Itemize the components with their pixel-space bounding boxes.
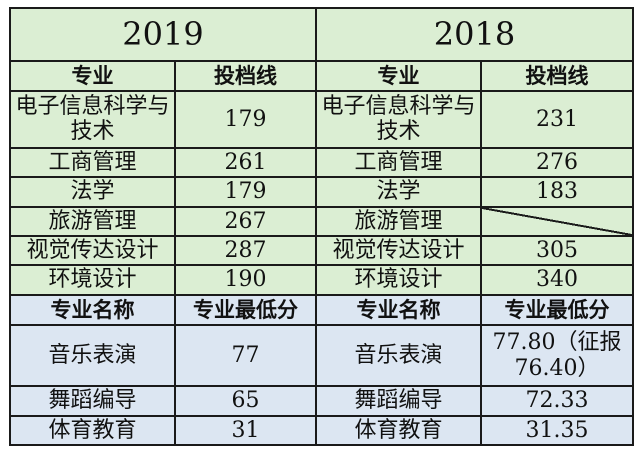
major-name-2018: 电子信息科学与技术	[315, 89, 482, 149]
year-header-row: 2019 2018	[9, 7, 634, 62]
score-2019: 65	[174, 385, 317, 417]
score-2018: 183	[480, 176, 634, 208]
score-2019: 267	[174, 205, 317, 237]
score-2018: 231	[480, 89, 634, 149]
admission-score-table: 2019 2018 专业 投档线 专业 投档线 电子信息科学与技术 179 电子…	[9, 7, 634, 446]
min-score-header-2019: 专业最低分	[174, 293, 317, 327]
major-name-2019: 舞蹈编导	[9, 385, 176, 417]
table-row: 环境设计 190 环境设计 340	[9, 264, 634, 296]
empty-score-diagonal	[480, 205, 634, 237]
major-name-2018: 环境设计	[315, 264, 482, 296]
major-name-2019: 体育教育	[9, 414, 176, 446]
major-name-2018: 舞蹈编导	[315, 385, 482, 417]
table-row: 工商管理 261 工商管理 276	[9, 146, 634, 179]
score-2019: 179	[174, 176, 317, 208]
table-row: 视觉传达设计 287 视觉传达设计 305	[9, 234, 634, 267]
table-row: 法学 179 法学 183	[9, 176, 634, 208]
score-2018: 340	[480, 264, 634, 296]
column-header-row: 专业 投档线 专业 投档线	[9, 59, 634, 92]
score-2019: 190	[174, 264, 317, 296]
column-header-row: 专业名称 专业最低分 专业名称 专业最低分	[9, 293, 634, 327]
table-row: 体育教育 31 体育教育 31.35	[9, 414, 634, 446]
major-name-2018: 法学	[315, 176, 482, 208]
score-2018: 31.35	[480, 414, 634, 446]
major-header-2019: 专业	[9, 59, 176, 92]
major-name-2018: 音乐表演	[315, 324, 482, 388]
major-name-2018: 旅游管理	[315, 205, 482, 237]
major-name-header-2019: 专业名称	[9, 293, 176, 327]
year-2019-header: 2019	[9, 7, 317, 62]
table-row: 电子信息科学与技术 179 电子信息科学与技术 231	[9, 89, 634, 149]
score-2018: 72.33	[480, 385, 634, 417]
major-name-2018: 工商管理	[315, 146, 482, 179]
major-name-header-2018: 专业名称	[315, 293, 482, 327]
major-name-2019: 旅游管理	[9, 205, 176, 237]
score-2019: 77	[174, 324, 317, 388]
major-name-2019: 环境设计	[9, 264, 176, 296]
score-header-2019: 投档线	[174, 59, 317, 92]
score-2018: 276	[480, 146, 634, 179]
major-name-2019: 法学	[9, 176, 176, 208]
major-header-2018: 专业	[315, 59, 482, 92]
score-2018: 305	[480, 234, 634, 267]
min-score-header-2018: 专业最低分	[480, 293, 634, 327]
score-2019: 179	[174, 89, 317, 149]
score-2019: 287	[174, 234, 317, 267]
score-2019: 31	[174, 414, 317, 446]
major-name-2019: 音乐表演	[9, 324, 176, 388]
major-name-2019: 工商管理	[9, 146, 176, 179]
major-name-2019: 电子信息科学与技术	[9, 89, 176, 149]
major-name-2019: 视觉传达设计	[9, 234, 176, 267]
score-2018: 77.80（征报76.40）	[480, 324, 634, 388]
score-2019: 261	[174, 146, 317, 179]
table-row: 音乐表演 77 音乐表演 77.80（征报76.40）	[9, 324, 634, 388]
score-header-2018: 投档线	[480, 59, 634, 92]
table-row: 旅游管理 267 旅游管理	[9, 205, 634, 237]
table-row: 舞蹈编导 65 舞蹈编导 72.33	[9, 385, 634, 417]
major-name-2018: 体育教育	[315, 414, 482, 446]
major-name-2018: 视觉传达设计	[315, 234, 482, 267]
year-2018-header: 2018	[315, 7, 634, 62]
